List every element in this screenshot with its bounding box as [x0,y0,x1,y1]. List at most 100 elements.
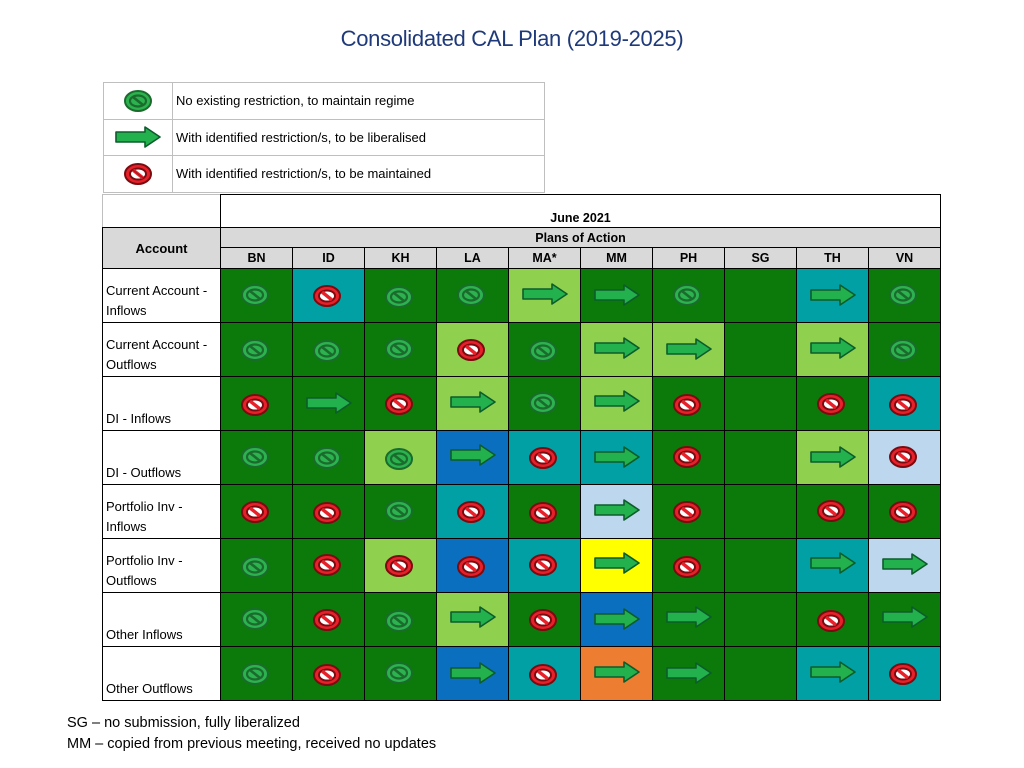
status-cell [220,646,293,701]
status-cell [220,592,293,647]
legend-text: No existing restriction, to maintain reg… [172,82,545,120]
status-cell [364,376,437,431]
status-cell [652,430,725,485]
table-row: DI - Inflows [102,376,941,431]
green-arrow-icon [882,606,928,628]
status-cell [220,484,293,539]
status-cell [436,646,509,701]
red-circle-icon [313,502,341,524]
green-circle-icon [673,284,701,306]
red-circle-icon [385,393,413,415]
status-cell [292,268,365,323]
status-cell [868,484,941,539]
green-arrow-icon [306,392,352,414]
green-circle-icon [889,339,917,361]
status-cell [868,322,941,377]
legend-text: With identified restriction/s, to be mai… [172,155,545,193]
status-cell [580,538,653,593]
table-row: Portfolio Inv - Outflows [102,538,941,593]
green-circle-icon [241,556,269,578]
green-arrow-icon [594,337,640,359]
status-cell [724,646,797,701]
status-cell [652,646,725,701]
status-cell [796,268,869,323]
status-cell [580,376,653,431]
status-cell [508,592,581,647]
status-cell [436,430,509,485]
green-arrow-icon [594,446,640,468]
account-label: Current Account - Inflows [102,268,221,323]
green-circle-icon [385,286,413,308]
green-arrow-icon [810,337,856,359]
legend-row: With identified restriction/s, to be lib… [103,118,545,156]
status-cell [508,538,581,593]
red-circle-icon [889,446,917,468]
status-cell [220,538,293,593]
status-cell [508,322,581,377]
red-circle-icon [313,664,341,686]
red-circle-icon [673,446,701,468]
red-circle-icon [313,554,341,576]
status-cell [796,484,869,539]
status-cell [220,322,293,377]
red-circle-icon [529,554,557,576]
page-title: Consolidated CAL Plan (2019-2025) [340,26,684,51]
red-circle-icon [817,610,845,632]
status-cell [292,484,365,539]
status-cell [724,376,797,431]
footnote: SG – no submission, fully liberalized [67,715,300,731]
legend-row: With identified restriction/s, to be mai… [103,155,545,193]
green-arrow-icon [594,661,640,683]
status-cell [364,430,437,485]
status-cell [364,484,437,539]
status-cell [796,538,869,593]
account-label: Current Account - Outflows [102,322,221,377]
status-cell [580,646,653,701]
table-row: Other Outflows [102,646,941,701]
green-arrow-icon [450,606,496,628]
green-arrow-icon [594,284,640,306]
green-circle-icon [241,446,269,468]
table-row: Current Account - Outflows [102,322,941,377]
account-header: Account [102,227,221,269]
status-cell [436,322,509,377]
status-cell [580,322,653,377]
green-circle-icon [124,89,152,112]
country-header: MM [580,247,653,269]
cal-plan-table: June 2021 Account Plans of Action BN ID KH… [102,194,941,701]
status-cell [436,592,509,647]
red-circle-icon [529,502,557,524]
red-circle-icon [889,663,917,685]
red-circle-icon [817,393,845,415]
status-cell [580,484,653,539]
status-cell [580,268,653,323]
green-arrow-icon [810,446,856,468]
status-cell [868,268,941,323]
red-circle-icon [673,394,701,416]
status-cell [652,376,725,431]
account-label: Portfolio Inv - Inflows [102,484,221,539]
status-cell [724,592,797,647]
status-cell [724,322,797,377]
status-cell [364,538,437,593]
status-cell [580,592,653,647]
legend-icon-cell [103,118,173,156]
status-cell [436,268,509,323]
status-cell [364,592,437,647]
green-circle-icon [457,284,485,306]
account-label: DI - Inflows [102,376,221,431]
legend-row: No existing restriction, to maintain reg… [103,82,545,120]
country-header: VN [868,247,941,269]
status-cell [652,322,725,377]
red-circle-icon [385,555,413,577]
status-cell [652,592,725,647]
status-cell [292,322,365,377]
red-circle-icon [529,664,557,686]
green-circle-icon [385,338,413,360]
green-circle-icon [313,340,341,362]
red-circle-icon [241,394,269,416]
country-header: MA* [508,247,581,269]
status-cell [292,592,365,647]
status-cell [364,322,437,377]
status-cell [364,268,437,323]
